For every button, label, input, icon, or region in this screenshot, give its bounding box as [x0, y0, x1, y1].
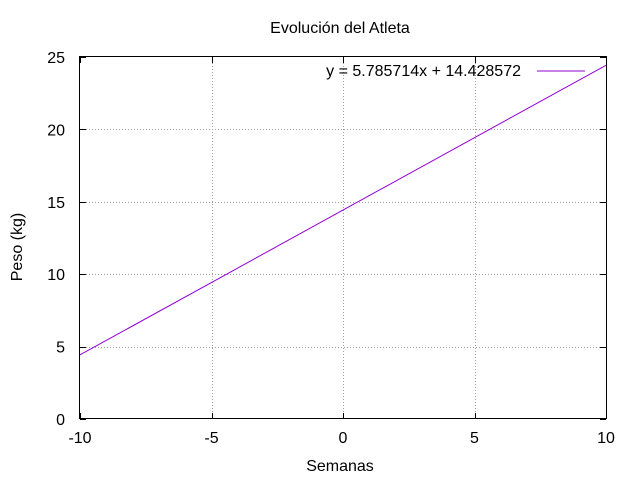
y-tick-label: 15 — [47, 195, 65, 212]
ticks: -10 -5 0 5 10 0 5 10 15 20 25 — [47, 50, 615, 447]
x-tick-label: 10 — [597, 430, 615, 447]
series-layer — [79, 64, 607, 356]
chart-title: Evolución del Atleta — [270, 20, 410, 37]
legend: y = 5.785714x + 14.428572 — [326, 63, 585, 80]
y-tick-label: 5 — [56, 340, 65, 357]
x-axis-label: Semanas — [306, 458, 374, 475]
series-line — [79, 64, 607, 356]
x-tick-label: -5 — [204, 430, 218, 447]
y-tick-label: 20 — [47, 122, 65, 139]
legend-label: y = 5.785714x + 14.428572 — [326, 63, 521, 80]
y-tick-label: 25 — [47, 50, 65, 67]
y-axis-label: Peso (kg) — [9, 213, 26, 281]
x-tick-label: 0 — [339, 430, 348, 447]
y-tick-label: 10 — [47, 267, 65, 284]
x-tick-label: 5 — [470, 430, 479, 447]
x-tick-label: -10 — [68, 430, 91, 447]
grid — [80, 57, 606, 419]
y-tick-label: 0 — [56, 412, 65, 429]
